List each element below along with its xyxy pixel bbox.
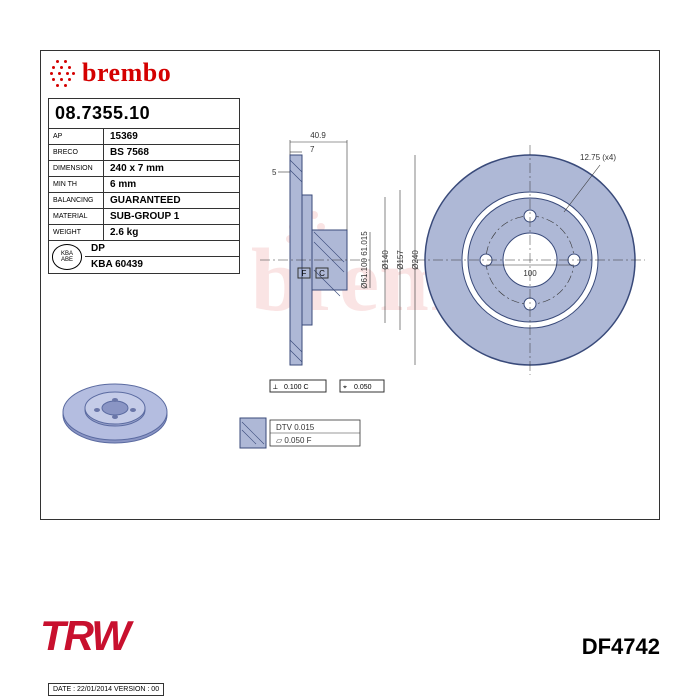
trw-logo: TRW [40,612,129,660]
date-version: DATE : 22/01/2014 VERSION : 00 [48,683,164,696]
part-code: DF4742 [582,634,660,660]
rotor-thumbnail-icon [55,360,175,480]
part-number: 08.7355.10 [49,99,239,129]
brembo-dots-icon [50,60,76,86]
footer: TRW DF4742 [40,612,660,660]
brembo-logo: brembo [50,58,171,88]
spec-table: 08.7355.10 AP15369 BRECOBS 7568 DIMENSIO… [48,98,240,274]
kba-badge-icon: KBA ABE [52,244,82,270]
brembo-wordmark: brembo [82,58,171,88]
